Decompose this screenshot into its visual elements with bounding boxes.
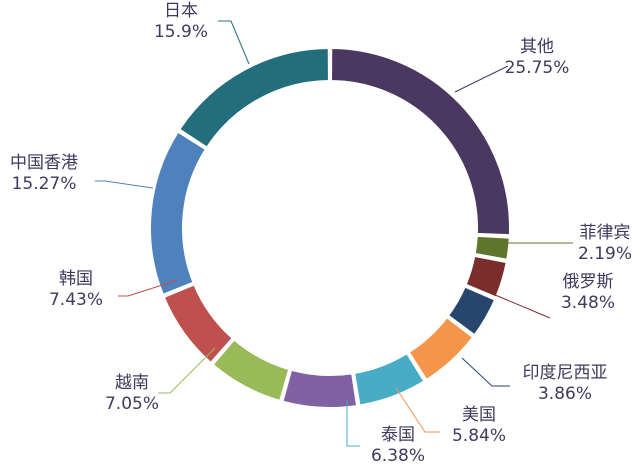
slice-name-4: 印度尼西亚 [523, 363, 608, 383]
leader-line-5 [395, 387, 440, 433]
leader-line-3 [487, 291, 551, 319]
slice-percent-9: 7.43% [49, 290, 103, 310]
slice-label-1: 其他 25.75% [505, 37, 570, 78]
donut-slice-11 [177, 46, 330, 149]
leader-line-4 [461, 357, 510, 387]
leader-line-9 [118, 279, 179, 297]
leader-line-6 [346, 400, 360, 447]
donut-slice-1 [330, 46, 511, 237]
slice-percent-6: 6.38% [371, 446, 425, 466]
slice-name-5: 美国 [462, 405, 496, 425]
slice-name-10: 中国香港 [10, 153, 78, 173]
donut-slice-6 [352, 351, 426, 407]
donut-slice-8 [211, 338, 291, 403]
slice-label-4: 印度尼西亚 3.86% [523, 363, 608, 404]
slice-name-2: 菲律宾 [580, 223, 631, 243]
donut-slice-9 [162, 283, 235, 365]
donut-slice-10 [149, 130, 208, 297]
slice-label-5: 美国 5.84% [452, 405, 506, 446]
slice-label-9: 韩国 7.43% [49, 269, 103, 310]
slice-percent-4: 3.86% [538, 384, 592, 404]
donut-slice-5 [407, 315, 475, 382]
leader-line-8 [158, 347, 216, 394]
slice-name-1: 其他 [520, 37, 554, 57]
slice-name-11: 日本 [164, 1, 198, 21]
slice-label-8: 越南 7.05% [105, 373, 159, 414]
slice-percent-5: 5.84% [452, 426, 506, 446]
leader-line-10 [95, 180, 154, 189]
leader-line-11 [218, 20, 250, 65]
slice-percent-2: 2.19% [578, 244, 632, 264]
donut-slice-4 [446, 285, 497, 337]
donut-slice-3 [464, 254, 508, 299]
donut-slice-2 [473, 234, 511, 261]
slice-name-6: 泰国 [381, 425, 415, 445]
slice-label-10: 中国香港 15.27% [10, 153, 78, 194]
slice-label-6: 泰国 6.38% [371, 425, 425, 466]
slice-label-3: 俄罗斯 3.48% [561, 272, 615, 313]
slice-name-8: 越南 [115, 373, 149, 393]
donut-slice-7 [281, 368, 359, 409]
slice-name-9: 韩国 [59, 269, 93, 289]
slice-percent-1: 25.75% [505, 58, 570, 78]
slice-percent-10: 15.27% [12, 174, 77, 194]
slice-label-11: 日本 15.9% [154, 1, 208, 42]
slice-label-2: 菲律宾 2.19% [578, 223, 632, 264]
leader-line-1 [454, 65, 509, 93]
slice-name-3: 俄罗斯 [563, 272, 614, 292]
slice-percent-3: 3.48% [561, 293, 615, 313]
slice-percent-8: 7.05% [105, 394, 159, 414]
slice-percent-11: 15.9% [154, 22, 208, 42]
